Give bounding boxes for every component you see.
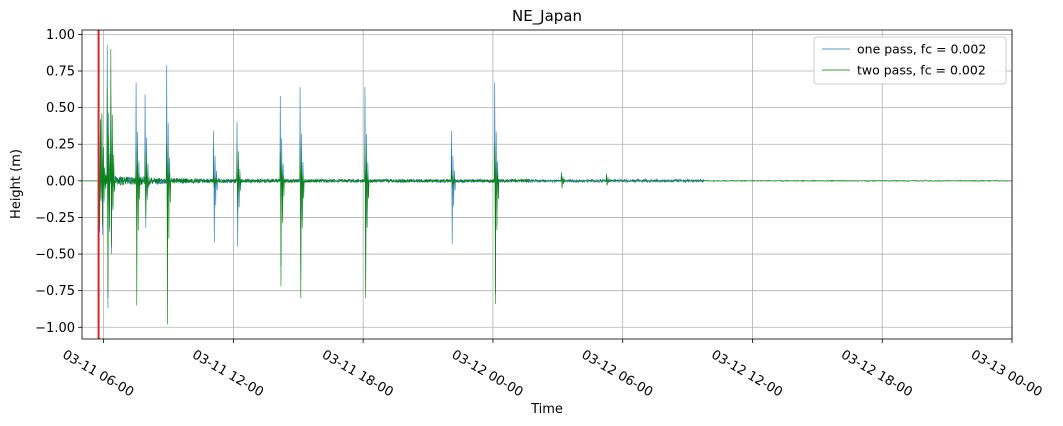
y-tick-label: −0.75 (35, 284, 75, 299)
chart-title: NE_Japan (512, 7, 582, 26)
y-tick-label: 0.25 (46, 138, 75, 153)
y-tick-label: −1.00 (35, 321, 75, 336)
series-layer (82, 44, 1012, 325)
y-tick-label: 0.75 (46, 65, 75, 80)
y-tick-label: 0.50 (46, 101, 75, 116)
y-axis-label: Height (m) (9, 149, 24, 219)
plot-frame (81, 29, 1013, 340)
y-tick-label: −0.50 (35, 248, 75, 263)
legend-label-one-pass: one pass, fc = 0.002 (857, 42, 986, 57)
legend-box (813, 36, 1007, 85)
y-tick-label: 0.00 (46, 174, 75, 189)
y-tick-label: −0.25 (35, 211, 75, 226)
legend-label-two-pass: two pass, fc = 0.002 (857, 63, 986, 78)
y-tick-label: 1.00 (46, 28, 75, 43)
y-axis-ticks: −1.00 −0.75 −0.50 −0.25 0.00 0.25 0.50 0.75 1.00 (35, 28, 82, 336)
series-line-two-pass (82, 49, 1012, 325)
legend: one pass, fc = 0.002 two pass, fc = 0.00… (813, 36, 1007, 85)
x-axis-label: Time (530, 402, 563, 417)
